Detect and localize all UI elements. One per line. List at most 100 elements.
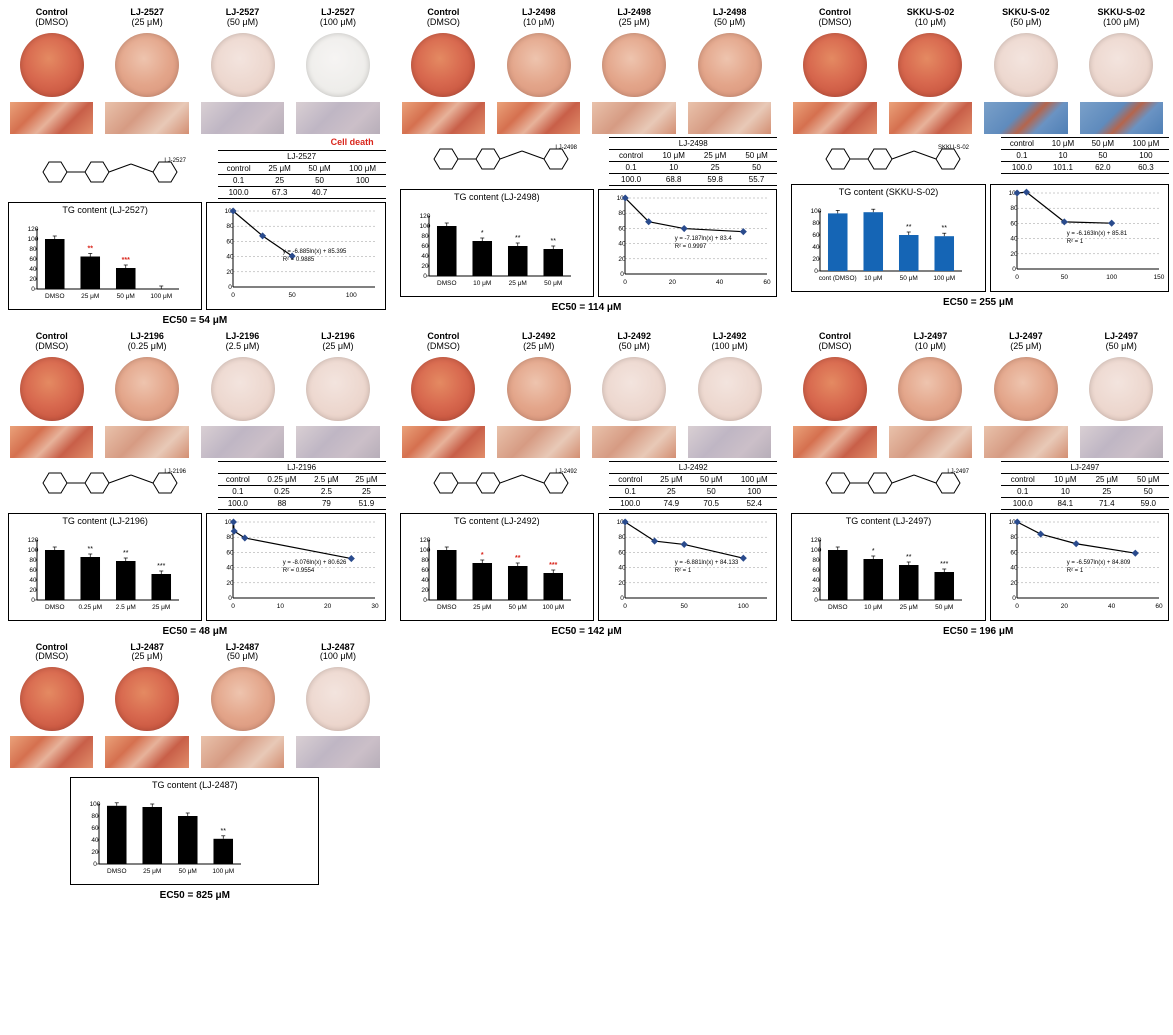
dose-label: Control(DMSO) bbox=[791, 8, 878, 28]
svg-text:10 μM: 10 μM bbox=[864, 604, 882, 611]
ec50-label: EC50 = 48 μM bbox=[8, 626, 382, 637]
mid-row: LJ-2196 LJ-2196control0.25 μM2.5 μM25 μM… bbox=[8, 461, 382, 510]
well-image bbox=[803, 33, 867, 97]
well-image bbox=[211, 357, 275, 421]
data-table: LJ-2497control10 μM25 μM50 μM0.110255010… bbox=[1001, 461, 1169, 510]
well-image bbox=[698, 33, 762, 97]
structure-box: LJ-2527 bbox=[8, 150, 214, 194]
dose-label: SKKU-S-02(100 μM) bbox=[1078, 8, 1165, 28]
well-image bbox=[602, 33, 666, 97]
svg-text:20: 20 bbox=[1060, 603, 1068, 610]
well-image bbox=[994, 357, 1058, 421]
panel-LJ-2497: Control(DMSO)LJ-2497(10 μM)LJ-2497(25 μM… bbox=[791, 332, 1165, 637]
svg-text:80: 80 bbox=[29, 246, 37, 253]
dose-curve-chart: 0204060801000204060y = -7.187ln(x) + 83.… bbox=[603, 192, 773, 288]
micrograph-row bbox=[8, 736, 382, 768]
tg-bar-chart: 020406080100cont (DMSO)10 μM**50 μM**100… bbox=[796, 199, 966, 289]
chemical-structure: LJ-2497 bbox=[814, 463, 974, 503]
well-row bbox=[791, 355, 1165, 423]
micrograph bbox=[296, 102, 379, 134]
tg-title: TG content (SKKU-S-02) bbox=[796, 187, 980, 197]
well-image bbox=[602, 357, 666, 421]
svg-text:y = -8.076ln(x) + 80.626: y = -8.076ln(x) + 80.626 bbox=[283, 559, 347, 565]
well-image bbox=[20, 667, 84, 731]
svg-text:**: ** bbox=[550, 238, 556, 245]
well-image bbox=[698, 357, 762, 421]
tg-bar-chart: 020406080100120DMSO*25 μM**50 μM***100 μ… bbox=[405, 528, 575, 618]
svg-text:LJ-2527: LJ-2527 bbox=[164, 158, 186, 164]
well-image bbox=[411, 357, 475, 421]
svg-text:40: 40 bbox=[1108, 603, 1116, 610]
svg-text:50 μM: 50 μM bbox=[179, 868, 197, 875]
mid-row: LJ-2492 LJ-2492control25 μM50 μM100 μM0.… bbox=[400, 461, 774, 510]
micrograph bbox=[296, 426, 379, 458]
micrograph bbox=[592, 102, 675, 134]
well-image bbox=[1089, 357, 1153, 421]
svg-text:**: ** bbox=[515, 555, 521, 562]
micrograph bbox=[889, 102, 972, 134]
svg-text:R² = 1: R² = 1 bbox=[1066, 567, 1083, 573]
dose-curve-chart: 0204060801000204060y = -6.597ln(x) + 84.… bbox=[995, 516, 1165, 612]
micrograph bbox=[10, 426, 93, 458]
structure-box: LJ-2498 bbox=[400, 137, 606, 181]
ec50-label: EC50 = 196 μM bbox=[791, 626, 1165, 637]
svg-text:25 μM: 25 μM bbox=[152, 604, 170, 611]
tg-title: TG content (LJ-2497) bbox=[796, 516, 980, 526]
bottom-row: TG content (LJ-2497)020406080100120DMSO*… bbox=[791, 513, 1165, 621]
svg-text:R² = 0.9885: R² = 0.9885 bbox=[283, 257, 315, 263]
svg-text:0: 0 bbox=[620, 595, 624, 602]
svg-text:0: 0 bbox=[228, 595, 232, 602]
micrograph bbox=[592, 426, 675, 458]
svg-text:100 μM: 100 μM bbox=[542, 604, 564, 611]
micrograph bbox=[984, 102, 1067, 134]
svg-text:**: ** bbox=[942, 225, 948, 232]
svg-text:60: 60 bbox=[1155, 603, 1163, 610]
well-image bbox=[994, 33, 1058, 97]
svg-text:SKKU-S-02: SKKU-S-02 bbox=[938, 145, 970, 151]
svg-text:60: 60 bbox=[813, 232, 821, 239]
svg-text:**: ** bbox=[515, 235, 521, 242]
micrograph-row bbox=[400, 102, 774, 134]
micrograph bbox=[296, 736, 379, 768]
structure-box: LJ-2196 bbox=[8, 461, 214, 505]
svg-text:10: 10 bbox=[277, 603, 285, 610]
micrograph bbox=[889, 426, 972, 458]
micrograph bbox=[201, 102, 284, 134]
svg-text:60: 60 bbox=[421, 243, 429, 250]
svg-text:100 μM: 100 μM bbox=[213, 868, 235, 875]
svg-text:100: 100 bbox=[1106, 274, 1117, 281]
dose-label: LJ-2527(25 μM) bbox=[103, 8, 190, 28]
svg-text:R² = 0.9554: R² = 0.9554 bbox=[283, 567, 315, 573]
tg-title: TG content (LJ-2498) bbox=[405, 192, 589, 202]
micrograph bbox=[105, 426, 188, 458]
svg-text:60: 60 bbox=[29, 567, 37, 574]
curve-box: 020406080100050100y = -6.881ln(x) + 84.1… bbox=[598, 513, 777, 621]
dose-label: LJ-2498(50 μM) bbox=[686, 8, 773, 28]
dose-curve-chart: 020406080100050100y = -6.885ln(x) + 85.3… bbox=[211, 205, 381, 301]
svg-text:50: 50 bbox=[289, 292, 297, 299]
well-image bbox=[803, 357, 867, 421]
dose-label: LJ-2487(50 μM) bbox=[199, 643, 286, 663]
dose-label: LJ-2497(10 μM) bbox=[887, 332, 974, 352]
svg-text:20: 20 bbox=[29, 587, 37, 594]
svg-text:DMSO: DMSO bbox=[437, 604, 457, 611]
dose-curve-chart: 0204060801000102030y = -8.076ln(x) + 80.… bbox=[211, 516, 381, 612]
svg-text:60: 60 bbox=[92, 825, 100, 832]
bottom-row: TG content (LJ-2492)020406080100120DMSO*… bbox=[400, 513, 774, 621]
svg-text:40: 40 bbox=[29, 577, 37, 584]
dose-label: LJ-2498(10 μM) bbox=[495, 8, 582, 28]
dose-label: LJ-2527(100 μM) bbox=[294, 8, 381, 28]
well-image bbox=[507, 357, 571, 421]
svg-text:60: 60 bbox=[29, 256, 37, 263]
svg-text:0: 0 bbox=[1015, 603, 1019, 610]
svg-text:0: 0 bbox=[231, 603, 235, 610]
svg-text:80: 80 bbox=[421, 233, 429, 240]
bottom-row: TG content (LJ-2196)020406080100120DMSO*… bbox=[8, 513, 382, 621]
svg-text:0: 0 bbox=[1012, 266, 1016, 273]
svg-text:25 μM: 25 μM bbox=[473, 604, 491, 611]
tg-bar-chart: 020406080100120DMSO**0.25 μM**2.5 μM***2… bbox=[13, 528, 183, 618]
ec50-label: EC50 = 825 μM bbox=[8, 890, 382, 901]
svg-text:40: 40 bbox=[421, 577, 429, 584]
svg-text:**: ** bbox=[123, 550, 129, 557]
dose-labels: Control(DMSO)LJ-2498(10 μM)LJ-2498(25 μM… bbox=[400, 8, 774, 28]
